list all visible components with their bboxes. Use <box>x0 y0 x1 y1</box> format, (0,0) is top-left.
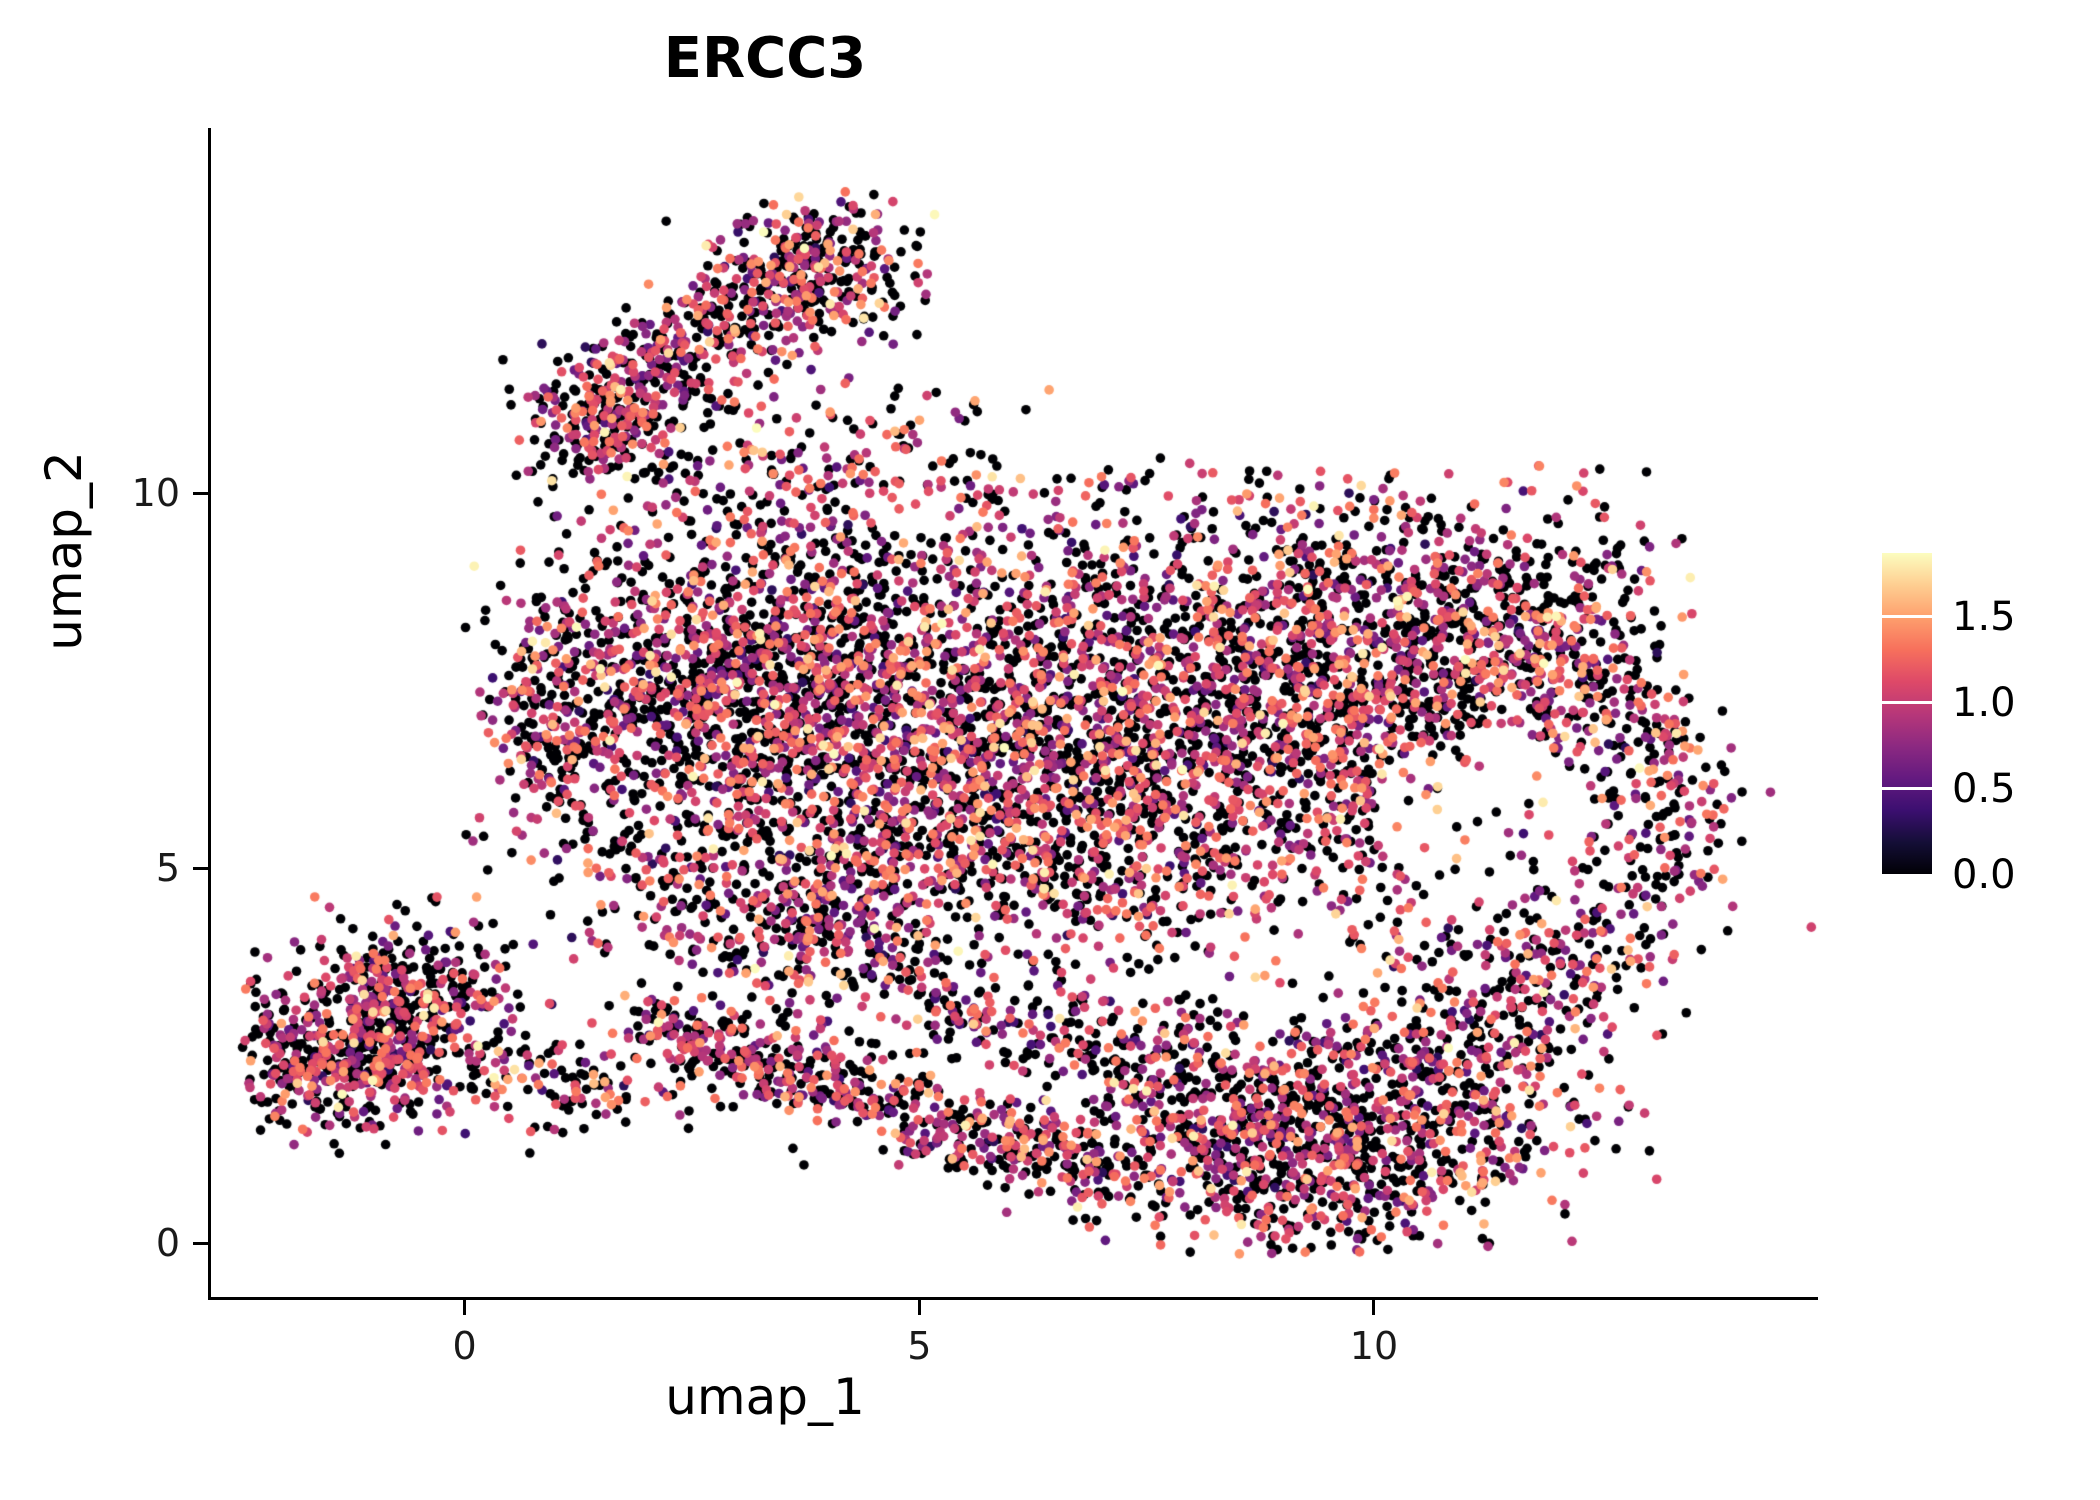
x-tick-label: 0 <box>452 1324 477 1368</box>
x-tick-label: 10 <box>1349 1324 1399 1368</box>
colorbar-tick-mark <box>1882 873 1932 877</box>
x-tick-mark <box>1372 1300 1376 1315</box>
x-tick-mark <box>463 1300 467 1315</box>
colorbar-tick-mark <box>1882 701 1932 705</box>
x-tick-label: 5 <box>907 1324 932 1368</box>
x-tick-mark <box>917 1300 921 1315</box>
colorbar-tick-mark <box>1882 615 1932 619</box>
colorbar-tick-label: 0.0 <box>1952 852 2016 898</box>
colorbar-gradient <box>1882 553 1932 875</box>
y-tick-mark <box>193 1241 208 1245</box>
colorbar-tick-mark <box>1882 787 1932 791</box>
y-tick-label: 5 <box>155 846 180 891</box>
colorbar-tick-label: 0.5 <box>1952 765 2016 812</box>
y-tick-mark <box>193 866 208 870</box>
y-tick-label: 0 <box>155 1221 180 1266</box>
colorbar-tick-label: 1.0 <box>1952 679 2016 726</box>
y-tick-label: 10 <box>131 471 180 516</box>
colorbar <box>1882 553 1932 877</box>
y-tick-mark <box>193 491 208 495</box>
colorbar-tick-label: 1.5 <box>1952 593 2016 640</box>
